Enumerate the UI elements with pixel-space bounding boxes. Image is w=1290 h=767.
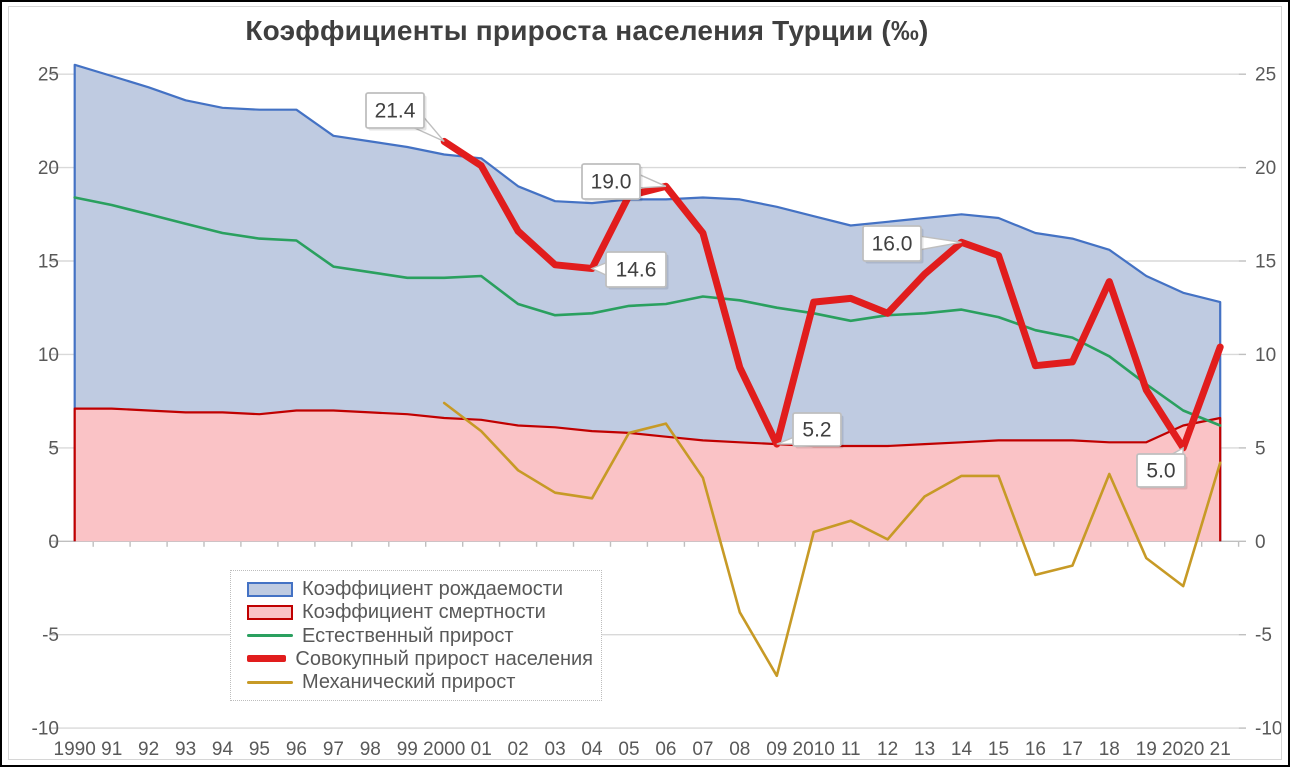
x-axis-label: 11 (841, 739, 861, 760)
x-axis-label: 2000 (423, 739, 465, 760)
legend-item-4: Механический прирост (247, 671, 593, 693)
x-axis-label: 19 (1136, 739, 1157, 760)
x-axis-label: 05 (618, 739, 639, 760)
legend-line-swatch (247, 655, 287, 663)
legend-label: Совокупный прирост населения (295, 647, 593, 670)
data-label: 16.0 (872, 233, 913, 256)
x-axis-label: 93 (175, 739, 196, 760)
chart-title: Коэффициенты прироста населения Турции (… (245, 15, 929, 46)
y-axis-label: 10 (1255, 345, 1276, 366)
x-axis-label: 96 (286, 739, 307, 760)
legend: Коэффициент рождаемости Коэффициент смерт… (230, 570, 602, 701)
x-axis-label: 01 (471, 739, 492, 760)
y-axis-label: 15 (1255, 252, 1276, 273)
y-axis-label: 15 (38, 252, 59, 273)
x-axis-label: 07 (692, 739, 713, 760)
y-axis-labels-right: 25 20 15 10 5 0 -5 -10 (1255, 65, 1282, 740)
x-axis-label: 21 (1210, 739, 1231, 760)
x-axis-label: 18 (1099, 739, 1120, 760)
x-axis-label: 06 (655, 739, 676, 760)
y-axis-label: 5 (48, 438, 59, 459)
callout-box (581, 163, 641, 200)
x-axis-label: 12 (877, 739, 898, 760)
callout-box (365, 92, 425, 129)
x-axis-label: 99 (397, 739, 418, 760)
x-axis-label: 16 (1025, 739, 1046, 760)
x-axis-label: 14 (951, 739, 973, 760)
callout-box (605, 251, 667, 288)
x-axis-label: 09 (766, 739, 787, 760)
callout-box (792, 412, 842, 447)
x-axis-label: 17 (1062, 739, 1083, 760)
y-axis-label: 0 (1255, 532, 1266, 553)
x-axis-label: 98 (360, 739, 381, 760)
y-axis-label: 5 (1255, 438, 1266, 459)
data-label: 21.4 (375, 100, 416, 123)
x-axis-label: 04 (581, 739, 603, 760)
y-axis-labels-left: 25 20 15 10 5 0 -5 -10 (32, 65, 59, 740)
x-axis-label: 1990 (54, 739, 96, 760)
callout-box (862, 225, 922, 262)
legend-item-1: Коэффициент смертности (247, 601, 593, 623)
series-birth_rate-border (73, 63, 1222, 542)
y-axis-label: -5 (42, 625, 59, 646)
x-axis-labels: 1990 91 92 93 94 95 96 97 98 99 2000 01 02 03 04 05 06 07… (54, 739, 1231, 760)
legend-label: Механический прирост (302, 671, 516, 693)
legend-item-2: Естественный прирост (247, 625, 593, 647)
y-axis-label: -5 (1255, 625, 1272, 646)
data-label: 14.6 (616, 259, 657, 282)
x-axis-label: 95 (249, 739, 270, 760)
series-death_rate-area (74, 408, 1221, 542)
x-axis-label: 92 (138, 739, 159, 760)
data-callouts: 21.4 19.0 14.6 16.0 5.2 5.0 (365, 92, 1188, 490)
x-axis-label: 15 (988, 739, 1009, 760)
legend-line-swatch (247, 680, 293, 684)
data-label: 5.2 (802, 419, 831, 442)
legend-area-swatch (247, 604, 293, 620)
y-axis-label: 0 (48, 532, 59, 553)
x-axis-label: 2010 (793, 739, 835, 760)
y-axis-label: 20 (38, 158, 59, 179)
x-axis-label: 91 (101, 739, 122, 760)
y-axis-label: 10 (38, 345, 59, 366)
data-label: 19.0 (591, 171, 632, 194)
y-axis-label: -10 (32, 719, 59, 740)
series-natural_growth-line (73, 196, 1222, 427)
data-label: 5.0 (1146, 460, 1175, 483)
y-axis-label: 25 (38, 65, 59, 86)
legend-label: Естественный прирост (302, 624, 514, 647)
series-total_growth-line (440, 137, 1224, 452)
legend-area-swatch (247, 581, 293, 597)
y-axis-label: 25 (1255, 65, 1276, 86)
y-axis-label: 20 (1255, 158, 1276, 179)
x-axis-label: 03 (545, 739, 566, 760)
legend-line-swatch (247, 634, 293, 637)
y-axis-label: -10 (1255, 719, 1282, 740)
x-axis-label: 02 (508, 739, 529, 760)
x-axis-label: 94 (212, 739, 234, 760)
callout-box (1136, 453, 1186, 488)
legend-item-3: Совокупный прирост населения (247, 648, 593, 670)
legend-label: Коэффициент смертности (302, 601, 546, 624)
x-axis-label: 2020 (1162, 739, 1204, 760)
legend-label: Коэффициент рождаемости (302, 578, 564, 600)
x-axis-label: 97 (323, 739, 344, 760)
x-axis-label: 08 (729, 739, 750, 760)
x-axis-label: 13 (914, 739, 935, 760)
legend-item-0: Коэффициент рождаемости (247, 578, 593, 600)
series-mechanical_growth-line (442, 401, 1222, 678)
series-death_rate-border (73, 407, 1222, 542)
